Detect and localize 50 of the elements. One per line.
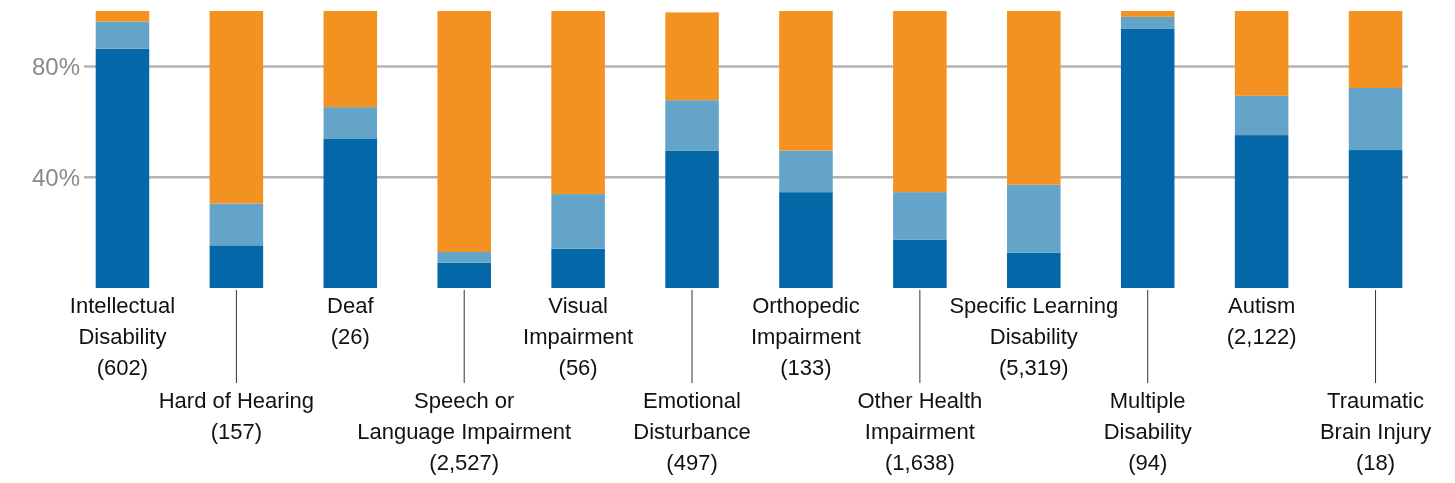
- x-tick-label: Specific Learning Disability (5,319): [949, 293, 1119, 380]
- bar: [1234, 135, 1289, 288]
- bar: [665, 150, 719, 288]
- bar: [95, 21, 150, 49]
- bar: [209, 203, 264, 246]
- bar: [1348, 150, 1403, 288]
- x-tick-label: Autism (2,122): [1226, 293, 1297, 349]
- bar: [1007, 11, 1061, 185]
- bar: [665, 12, 719, 101]
- bar: [779, 150, 833, 193]
- bar: [779, 192, 833, 288]
- x-tick-label: Intellectual Disability (602): [69, 293, 176, 380]
- x-tick-label: Deaf (26): [327, 293, 375, 349]
- x-tick-label: Emotional Disturbance (497): [633, 388, 751, 475]
- x-tick-label: Hard of Hearing (157): [158, 388, 315, 444]
- bar: [665, 100, 719, 151]
- bar: [551, 11, 605, 195]
- bar: [893, 239, 947, 288]
- bar: [323, 107, 378, 139]
- bar: [1007, 252, 1061, 288]
- bar: [1234, 11, 1289, 96]
- bar: [323, 11, 378, 108]
- x-tick-label: Orthopedic Impairment (133): [750, 293, 861, 380]
- bar: [1120, 11, 1175, 17]
- x-tick-label: Visual Impairment (56): [523, 293, 634, 380]
- x-tick-label: Speech or Language Impairment (2,527): [357, 388, 572, 475]
- bar: [779, 11, 833, 151]
- bar: [551, 248, 605, 288]
- x-tick-label: Traumatic Brain Injury (18): [1319, 388, 1432, 475]
- bar: [209, 245, 264, 288]
- y-tick-label: 40%: [31, 163, 80, 191]
- bar: [893, 11, 947, 193]
- bar: [893, 192, 947, 240]
- bar: [1120, 16, 1175, 29]
- bar: [95, 48, 150, 288]
- bar: [209, 11, 264, 204]
- bar: [1348, 11, 1403, 89]
- bar: [95, 11, 150, 22]
- x-tick-label: Other Health Impairment (1,638): [857, 388, 983, 475]
- bar: [1120, 28, 1175, 288]
- bar: [437, 11, 491, 252]
- bar: [551, 194, 605, 249]
- y-tick-label: 80%: [31, 52, 80, 80]
- bar: [1007, 184, 1061, 253]
- x-tick-label: Multiple Disability (94): [1103, 388, 1192, 475]
- bar: [1348, 88, 1403, 151]
- bar: [437, 262, 491, 288]
- bar: [323, 138, 378, 288]
- bar: [1234, 95, 1289, 136]
- bar: [437, 251, 491, 263]
